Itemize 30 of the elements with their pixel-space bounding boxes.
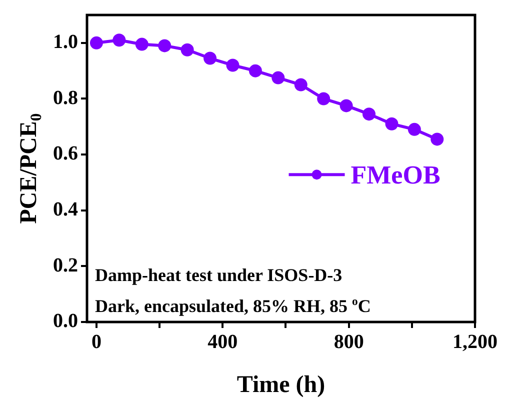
- point: [408, 122, 421, 136]
- legend-label: FMeOB: [350, 160, 440, 190]
- point: [340, 99, 353, 112]
- point: [180, 43, 194, 56]
- x-tick-label: 1,200: [452, 331, 498, 354]
- y-tick-label: 1.0: [53, 31, 78, 54]
- point: [135, 38, 148, 51]
- point: [90, 36, 103, 50]
- point: [317, 92, 330, 106]
- point: [272, 71, 285, 84]
- point: [204, 52, 217, 65]
- y-tick-label: 0.0: [53, 310, 78, 332]
- point: [430, 132, 444, 146]
- x-tick-label: 0: [91, 331, 102, 354]
- point: [362, 108, 376, 121]
- point: [248, 64, 262, 78]
- point: [294, 78, 308, 92]
- y-tick-label: 0.2: [53, 254, 78, 276]
- point: [158, 39, 172, 52]
- y-tick-label: 0.8: [53, 86, 78, 109]
- point: [226, 58, 240, 72]
- y-axis-title: PCE/PCE0: [16, 113, 45, 224]
- annotation: Damp-heat test under ISOS-D-3: [95, 265, 342, 285]
- x-tick-label: 800: [334, 331, 364, 354]
- x-axis-title: Time (h): [236, 372, 326, 398]
- point: [112, 34, 126, 47]
- x-tick-label: 400: [208, 331, 238, 354]
- point: [385, 117, 398, 130]
- y-tick-label: 0.4: [53, 198, 78, 221]
- y-tick-label: 0.6: [53, 142, 78, 165]
